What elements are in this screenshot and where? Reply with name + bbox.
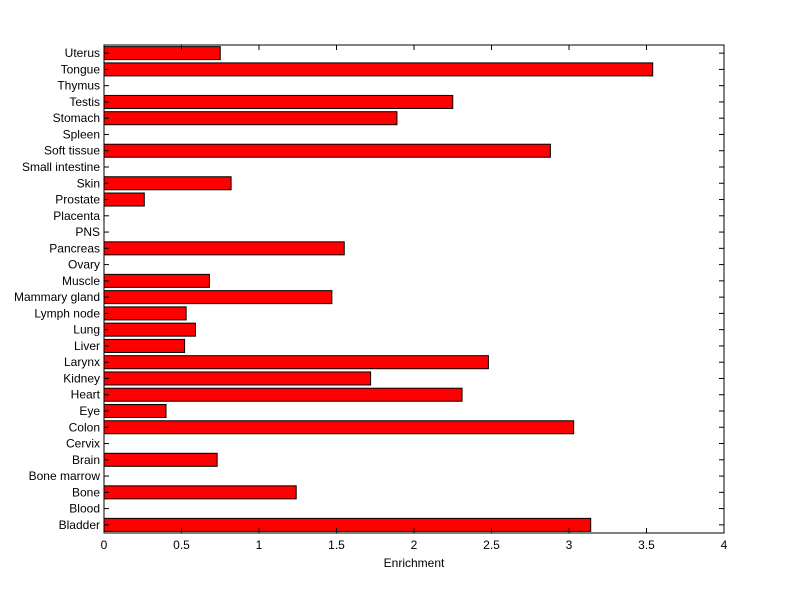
bar-brain — [103, 452, 218, 467]
bar-lymph-node — [103, 306, 187, 321]
y-tick-label: Heart — [71, 388, 101, 402]
y-tick-label: PNS — [75, 225, 100, 239]
y-tick-label: Stomach — [53, 111, 100, 125]
bar-stomach — [103, 111, 398, 126]
y-tick-label: Colon — [69, 420, 100, 434]
bar-mammary-gland — [103, 290, 333, 305]
bar-bladder — [103, 517, 592, 532]
y-tick-label: Prostate — [55, 193, 100, 207]
bar-skin — [103, 176, 232, 191]
bar-larynx — [103, 355, 489, 370]
y-tick-label: Larynx — [64, 355, 100, 369]
bar-bone — [103, 485, 297, 500]
x-tick-label: 4 — [721, 538, 728, 552]
y-tick-label: Blood — [69, 502, 100, 516]
x-tick-label: 2 — [411, 538, 418, 552]
y-tick-label: Ovary — [68, 258, 100, 272]
y-axis-ticks: Bladder Blood Bone Bone marrow Brain Cervix Co… — [14, 46, 724, 532]
x-tick-label: 3.5 — [638, 538, 655, 552]
bar-liver — [103, 338, 186, 353]
x-tick-label: 0.5 — [173, 538, 190, 552]
x-tick-label: 1.5 — [328, 538, 345, 552]
x-axis-title: Enrichment — [384, 556, 445, 570]
bar-heart — [103, 387, 463, 402]
y-tick-label: Bone marrow — [29, 469, 101, 483]
y-tick-label: Brain — [72, 453, 100, 467]
bar-kidney — [103, 371, 372, 386]
y-tick-label: Soft tissue — [44, 144, 100, 158]
bar-muscle — [103, 273, 210, 288]
plot-area — [104, 45, 724, 533]
x-tick-label: 3 — [566, 538, 573, 552]
y-tick-label: Thymus — [57, 79, 100, 93]
y-tick-label: Tongue — [61, 62, 101, 76]
y-tick-label: Lymph node — [34, 306, 100, 320]
y-tick-label: Cervix — [66, 437, 100, 451]
bar-prostate — [103, 192, 145, 207]
y-tick-label: Liver — [74, 339, 100, 353]
bar-colon — [103, 420, 575, 435]
y-tick-label: Bladder — [59, 518, 100, 532]
y-tick-label: Eye — [79, 404, 100, 418]
bar-soft-tissue — [103, 143, 551, 158]
y-tick-label: Pancreas — [49, 241, 100, 255]
y-tick-label: Uterus — [65, 46, 100, 60]
y-tick-label: Testis — [69, 95, 100, 109]
bar-pancreas — [103, 241, 345, 256]
bar-testis — [103, 94, 454, 109]
bar-tongue — [103, 62, 654, 77]
x-tick-label: 0 — [101, 538, 108, 552]
y-tick-label: Muscle — [62, 274, 100, 288]
y-tick-label: Mammary gland — [14, 290, 100, 304]
y-tick-label: Small intestine — [22, 160, 100, 174]
y-tick-label: Kidney — [63, 371, 100, 385]
x-tick-label: 2.5 — [483, 538, 500, 552]
y-tick-label: Placenta — [53, 209, 100, 223]
bar-uterus — [103, 46, 221, 61]
y-tick-label: Lung — [73, 323, 100, 337]
y-tick-label: Skin — [77, 176, 100, 190]
y-tick-label: Spleen — [63, 127, 100, 141]
y-tick-label: Bone — [72, 485, 100, 499]
bar-lung — [103, 322, 196, 337]
plot-frame — [103, 44, 725, 534]
x-tick-label: 1 — [256, 538, 263, 552]
bar-eye — [103, 403, 167, 419]
